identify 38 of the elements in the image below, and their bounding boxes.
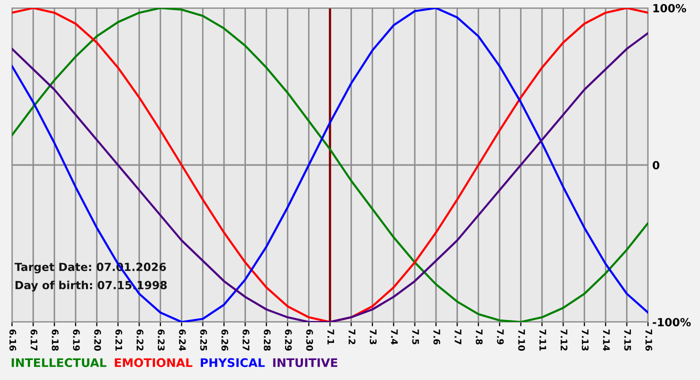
x-tick-label: 6.30 [306,330,314,351]
x-tick-label: 7.5 [412,330,419,344]
x-tick-label: 7.6 [433,330,440,344]
x-tick-label: 7.14 [603,330,610,351]
x-tick-label: 6.24 [178,330,186,351]
x-tick-label: 7.11 [540,330,546,351]
y-tick-label: 100% [653,4,686,12]
x-tick-label: 6.26 [221,330,228,351]
x-tick-label: 6.19 [72,330,80,351]
x-tick-label: 6.25 [200,330,208,351]
x-tick-label: 7.8 [476,330,483,344]
y-tick-label: 0 [652,160,660,170]
y-tick-label: -100% [652,318,691,326]
x-tick-label: 7.3 [370,330,377,344]
text: INTELLECTUAL [12,358,106,368]
text: PHYSICAL [200,358,265,368]
x-tick-label: 6.22 [136,330,144,350]
x-tick-label: 7.9 [496,330,504,344]
x-tick-label: 7.16 [645,330,652,351]
x-tick-label: 6.17 [30,330,38,350]
text: INTUITIVE [273,358,338,368]
x-tick-label: 7.7 [454,330,462,344]
x-tick-label: 7.12 [560,330,568,350]
x-tick-label: 6.18 [52,330,59,351]
x-tick-label: 6.28 [264,330,271,351]
x-tick-label: 6.16 [9,330,16,351]
x-tick-label: 6.23 [158,330,165,350]
x-tick-label: 7.4 [391,330,398,345]
x-tick-label: 7.1 [328,330,334,344]
x-tick-label: 6.29 [284,330,292,351]
x-tick-label: 7.15 [624,330,631,351]
x-tick-label: 7.10 [518,330,526,351]
x-tick-label: 6.20 [94,330,102,351]
x-tick-label: 7.13 [582,330,589,350]
x-tick-label: 6.27 [242,330,250,350]
text: EMOTIONAL [114,358,192,368]
x-tick-label: 6.21 [115,330,122,351]
x-tick-label: 7.2 [348,330,356,344]
